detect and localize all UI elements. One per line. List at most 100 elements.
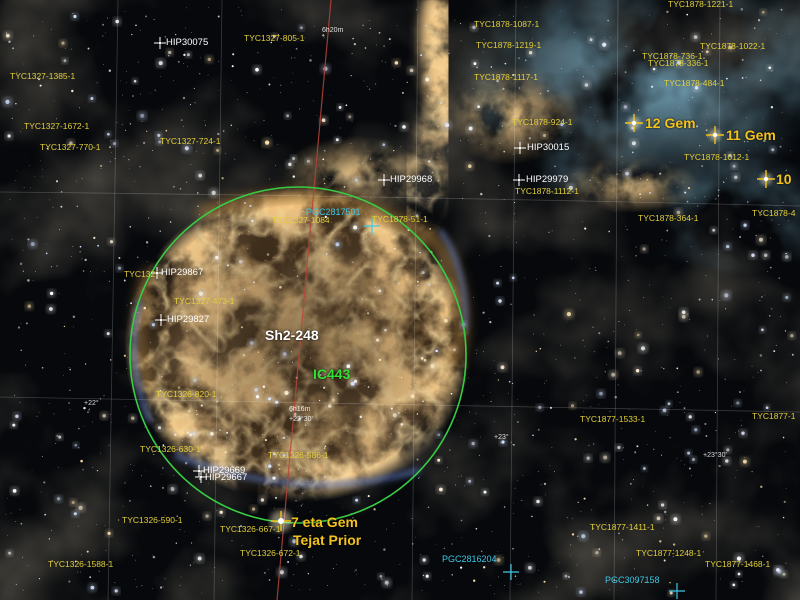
background-star — [293, 574, 295, 575]
background-star — [658, 579, 659, 581]
bright-star-marker — [757, 170, 775, 188]
tyc-star-label: TYC1878-484-1 — [664, 78, 725, 88]
background-star — [36, 415, 38, 417]
background-star — [571, 517, 573, 519]
background-star — [243, 288, 246, 291]
background-star — [512, 73, 515, 77]
background-star — [324, 475, 327, 478]
background-star — [621, 539, 624, 541]
background-star — [756, 526, 758, 528]
background-star — [78, 525, 79, 527]
background-star — [15, 521, 16, 522]
background-star — [381, 246, 383, 247]
background-star — [594, 267, 596, 268]
background-star — [437, 417, 439, 419]
background-star — [145, 241, 149, 244]
background-star — [103, 271, 105, 273]
background-star — [482, 311, 485, 314]
background-star — [419, 477, 420, 478]
background-star — [11, 238, 13, 240]
background-star — [191, 267, 193, 268]
background-star — [732, 228, 734, 230]
background-star — [543, 482, 547, 486]
background-star — [421, 590, 423, 591]
background-star — [459, 23, 462, 25]
background-star — [543, 580, 546, 583]
background-star — [324, 37, 325, 39]
background-star — [646, 504, 649, 506]
background-star — [427, 200, 429, 202]
background-star — [592, 326, 594, 328]
background-star — [91, 318, 93, 320]
tyc-star-label: TYC1878-364-1 — [638, 213, 699, 223]
background-star — [268, 579, 271, 581]
background-star — [319, 374, 322, 377]
background-star — [185, 27, 187, 29]
background-star — [546, 380, 547, 382]
background-star — [741, 59, 744, 61]
tyc-star-label: TYC1327-1385-1 — [10, 71, 76, 81]
background-star — [23, 63, 24, 65]
background-star — [250, 414, 251, 416]
background-star — [186, 325, 188, 326]
background-star — [740, 8, 744, 11]
background-star — [230, 124, 233, 127]
background-star — [747, 563, 749, 566]
background-star — [153, 453, 155, 456]
background-star — [615, 72, 616, 74]
background-star — [135, 24, 137, 27]
background-star — [341, 508, 343, 510]
background-star — [524, 277, 526, 279]
background-star — [27, 238, 30, 241]
background-star — [625, 45, 627, 47]
background-star — [770, 211, 771, 213]
background-star — [665, 514, 667, 516]
background-star — [153, 19, 155, 21]
background-star — [665, 519, 666, 521]
background-star — [617, 445, 621, 450]
background-star — [631, 151, 634, 154]
background-star — [763, 253, 768, 257]
background-star — [582, 339, 584, 341]
background-star — [624, 71, 627, 74]
background-star — [126, 71, 127, 72]
background-star — [440, 102, 442, 104]
bright-star-proper-name: Tejat Prior — [293, 532, 362, 548]
background-star — [272, 291, 273, 293]
background-star — [537, 471, 539, 472]
background-star — [462, 198, 463, 199]
background-star — [68, 402, 70, 404]
background-star — [109, 146, 111, 148]
background-star — [299, 554, 303, 559]
background-star — [635, 246, 637, 248]
background-star — [679, 402, 681, 403]
background-star — [401, 91, 404, 94]
background-star — [262, 391, 264, 393]
background-star — [330, 260, 332, 261]
background-star — [251, 507, 256, 511]
background-star — [19, 509, 21, 510]
background-star — [146, 130, 148, 132]
background-star — [207, 57, 211, 62]
background-star — [109, 240, 114, 244]
background-star — [162, 348, 163, 349]
background-star — [318, 399, 321, 402]
background-star — [771, 70, 773, 72]
background-star — [498, 576, 500, 578]
background-star — [71, 89, 74, 93]
background-star — [327, 249, 329, 250]
background-star — [43, 481, 46, 484]
background-star — [384, 328, 387, 332]
background-star — [737, 572, 741, 576]
grid-label: +23°30' — [703, 452, 727, 459]
background-star — [547, 89, 549, 92]
background-star — [320, 386, 322, 388]
background-star — [608, 230, 611, 233]
background-star — [669, 162, 671, 163]
background-star — [307, 81, 309, 82]
background-star — [422, 558, 426, 562]
background-star — [208, 482, 209, 484]
background-star — [115, 19, 119, 24]
background-star — [619, 170, 621, 172]
background-star — [272, 476, 276, 480]
